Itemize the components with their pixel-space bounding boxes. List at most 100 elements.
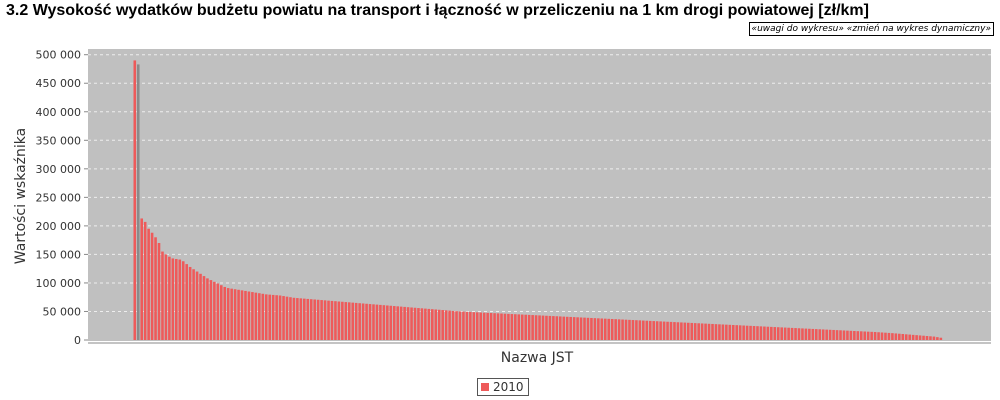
bar bbox=[334, 301, 337, 340]
bar bbox=[192, 269, 195, 340]
bar bbox=[790, 327, 794, 340]
bar bbox=[417, 308, 420, 340]
y-tick-label: 300 000 bbox=[36, 163, 82, 176]
bar bbox=[386, 305, 389, 340]
bar bbox=[469, 311, 472, 340]
bar bbox=[925, 336, 929, 340]
bar bbox=[763, 326, 766, 340]
bar bbox=[531, 315, 534, 340]
bar bbox=[147, 228, 150, 340]
bar bbox=[652, 321, 655, 340]
bar bbox=[590, 317, 593, 340]
bar bbox=[396, 306, 399, 340]
bar bbox=[251, 292, 254, 340]
bar bbox=[794, 328, 797, 340]
bar bbox=[738, 325, 742, 340]
y-tick-label: 350 000 bbox=[36, 134, 82, 147]
bar bbox=[614, 319, 617, 340]
bar bbox=[403, 306, 406, 340]
dynamic-chart-link[interactable]: «zmień na wykres dynamiczny» bbox=[846, 24, 991, 34]
bar bbox=[918, 335, 922, 340]
bar bbox=[773, 327, 777, 340]
bar bbox=[327, 300, 330, 340]
bar bbox=[150, 232, 154, 340]
bar bbox=[797, 328, 801, 340]
bar bbox=[624, 319, 628, 340]
bar bbox=[420, 308, 424, 340]
bar bbox=[175, 258, 178, 340]
bar bbox=[219, 285, 223, 340]
bar bbox=[206, 278, 209, 340]
bar bbox=[780, 327, 783, 340]
chart-notes-link[interactable]: «uwagi do wykresu» bbox=[751, 24, 844, 34]
bar bbox=[482, 312, 486, 340]
bar bbox=[655, 321, 659, 340]
bar bbox=[859, 331, 863, 340]
bar bbox=[486, 312, 489, 340]
bar bbox=[292, 297, 296, 340]
bar bbox=[164, 254, 168, 340]
bar bbox=[756, 326, 759, 340]
bar bbox=[337, 301, 341, 340]
bar bbox=[725, 324, 728, 340]
bar bbox=[431, 309, 434, 340]
bar bbox=[202, 276, 206, 340]
bar bbox=[347, 302, 351, 340]
bar bbox=[289, 297, 292, 340]
bar bbox=[261, 293, 265, 340]
bar bbox=[237, 289, 240, 340]
bar bbox=[538, 315, 541, 340]
bar bbox=[552, 316, 555, 340]
bar bbox=[766, 326, 770, 340]
bar bbox=[863, 331, 867, 340]
y-tick-label: 250 000 bbox=[36, 191, 82, 204]
bar bbox=[493, 313, 496, 340]
bars bbox=[133, 60, 943, 340]
bar bbox=[932, 336, 936, 340]
bar bbox=[880, 332, 884, 340]
bar bbox=[351, 302, 355, 340]
bar bbox=[306, 298, 310, 340]
bar bbox=[462, 311, 465, 340]
bar bbox=[628, 319, 631, 340]
bar bbox=[870, 331, 873, 340]
bar bbox=[915, 335, 918, 340]
bar bbox=[285, 296, 289, 340]
bar bbox=[811, 328, 815, 340]
y-tick-label: 150 000 bbox=[36, 248, 82, 261]
bar bbox=[648, 320, 652, 340]
bar bbox=[642, 320, 645, 340]
bar bbox=[157, 243, 161, 340]
chart-title: 3.2 Wysokość wydatków budżetu powiatu na… bbox=[6, 2, 869, 19]
bar bbox=[697, 323, 700, 340]
bar bbox=[939, 337, 943, 340]
bar bbox=[866, 331, 870, 340]
bar bbox=[877, 332, 880, 340]
bar bbox=[545, 315, 548, 340]
bar bbox=[458, 311, 462, 340]
bar bbox=[389, 305, 393, 340]
bar bbox=[451, 310, 455, 340]
grid-lines bbox=[88, 54, 991, 312]
bar bbox=[399, 306, 403, 340]
y-axis: 0 50 000 100 000 150 000 200 000 250 000 300 0… bbox=[36, 49, 88, 347]
bar bbox=[188, 266, 192, 340]
y-tick-label: 450 000 bbox=[36, 77, 82, 90]
bar bbox=[358, 303, 361, 340]
bar bbox=[223, 286, 227, 340]
bar bbox=[475, 312, 479, 340]
bar bbox=[278, 295, 282, 340]
bar bbox=[168, 256, 171, 340]
bar bbox=[718, 324, 721, 340]
bar bbox=[600, 318, 604, 340]
y-tick-label: 200 000 bbox=[36, 220, 82, 233]
bar bbox=[275, 295, 278, 340]
bar bbox=[586, 317, 590, 340]
bar bbox=[572, 317, 576, 340]
bar bbox=[842, 330, 846, 340]
bar bbox=[825, 329, 828, 340]
bar bbox=[849, 330, 853, 340]
bar bbox=[839, 330, 842, 340]
bar bbox=[520, 314, 524, 340]
bar bbox=[309, 299, 313, 340]
